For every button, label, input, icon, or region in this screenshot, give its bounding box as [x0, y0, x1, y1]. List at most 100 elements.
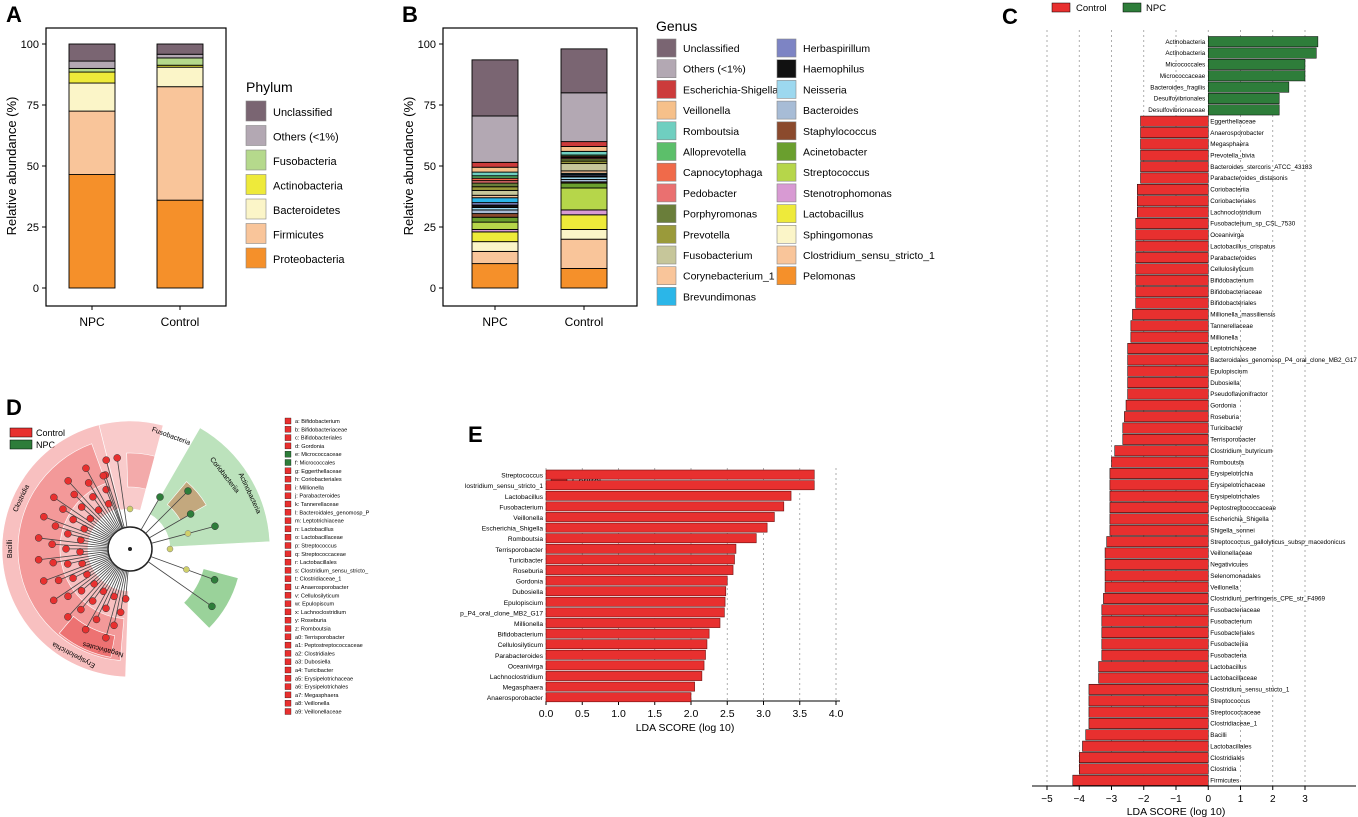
key-label: w: Epulopiscum	[294, 602, 335, 608]
lda-bar	[545, 596, 726, 607]
clade-node	[78, 559, 86, 568]
bar-segment-clostridium-sensu-stricto-1	[560, 238, 608, 269]
clade-node	[110, 621, 118, 630]
clade-branch	[102, 475, 123, 529]
x-tick-label: 3	[1302, 794, 1308, 805]
key-swatch	[284, 542, 292, 549]
legend-swatch	[656, 38, 677, 58]
clade-branch	[145, 490, 189, 534]
clade-branch	[80, 565, 117, 610]
legend-label: Others (<1%)	[683, 64, 746, 76]
clade-node	[82, 464, 90, 472]
lda-bar-label: Pseudoflavonifractor	[1210, 391, 1267, 398]
clade-branch	[55, 525, 110, 543]
legend-label: Unclassified	[683, 43, 740, 55]
x-tick-label: 0.5	[575, 708, 590, 720]
legend-label: Bacteroides	[803, 105, 858, 117]
clade-node	[121, 595, 130, 603]
lda-bar-label: Oceanivirga	[1210, 232, 1244, 239]
lda-bar-label: Clostridiales	[1210, 755, 1244, 762]
legend-swatch-control	[1051, 2, 1071, 13]
lda-bar	[1109, 502, 1209, 514]
lda-bar	[1082, 740, 1209, 752]
legend-swatch	[245, 125, 267, 146]
lda-bar	[1140, 115, 1209, 127]
clade-sector-erysipelotrichia	[58, 615, 116, 658]
x-tick-label: Control	[161, 315, 200, 329]
legend-swatch	[776, 225, 797, 244]
key-label: v: Cellulosilyticum	[295, 593, 340, 599]
x-tick-label: −1	[1170, 794, 1182, 805]
lda-bar	[1101, 604, 1209, 616]
x-tick-label: NPC	[482, 315, 508, 329]
clade-root	[128, 547, 132, 551]
legend-swatch	[656, 245, 677, 265]
legend-swatch	[656, 287, 677, 306]
legend-swatch-npc	[1122, 2, 1142, 13]
clade-node	[184, 487, 192, 495]
bar-segment-sphingomonas	[471, 241, 519, 252]
legend-label: Prevotella	[683, 229, 730, 241]
clade-branch	[140, 496, 161, 531]
clade-branch	[58, 557, 111, 581]
clade-node	[102, 634, 110, 642]
clade-node	[77, 605, 85, 614]
lda-bar	[545, 618, 721, 628]
key-label: e: Micrococcaceae	[295, 452, 342, 458]
lda-bar	[1072, 774, 1209, 786]
clade-branch	[113, 569, 124, 597]
key-label: a9: Veillonellaceae	[295, 710, 342, 716]
key-label: a2: Clostridiales	[295, 651, 335, 657]
clade-branch	[105, 489, 123, 529]
clade-branch	[105, 570, 125, 638]
lda-bar-label: Streptococcus	[501, 473, 543, 480]
lda-bar	[545, 501, 785, 512]
clade-branch	[116, 457, 128, 528]
clade-node-neutral	[183, 566, 190, 573]
clade-branch	[102, 567, 119, 592]
lda-bar-label: Lachnoclostridium	[1210, 209, 1261, 216]
lda-bar-label: Veillonella	[513, 515, 543, 522]
lda-bar-label: Lactobacillus	[1210, 664, 1246, 671]
lda-bar	[1137, 206, 1209, 218]
lda-bar-label: Lactobacillus_crispatus	[1210, 243, 1275, 250]
key-label: z: Romboutsia	[295, 627, 332, 633]
lda-bar-label: Bifidobacterium	[1210, 278, 1253, 285]
y-tick-label: 25	[27, 222, 39, 234]
lda-bar-label: Bacteroides_fragilis	[1150, 84, 1205, 91]
key-swatch	[284, 650, 292, 657]
key-label: t: Clostridiaceae_1	[295, 577, 341, 583]
x-axis-label: LDA SCORE (log 10)	[636, 722, 735, 734]
legend-swatch	[656, 162, 677, 182]
lda-bar-label: Coriobacteriia	[1210, 187, 1249, 194]
key-swatch	[284, 525, 292, 533]
lda-bar	[1098, 661, 1209, 673]
clade-branch	[90, 518, 113, 536]
lda-bar	[1088, 683, 1209, 695]
lda-bar	[1079, 763, 1209, 775]
clade-node	[34, 555, 43, 564]
legend-swatch	[245, 149, 267, 171]
clade-branch	[43, 556, 110, 582]
lda-bar-label: Bifidobacteriaceae	[1210, 289, 1262, 296]
y-tick-label: 100	[21, 39, 39, 51]
bar-segment-staphylococcus	[471, 213, 519, 218]
lda-bar	[545, 692, 692, 703]
lda-bar-label: Leptotrichiaceae	[1210, 346, 1257, 353]
key-label: a5: Erysipelotrichaceae	[295, 676, 353, 682]
clade-node	[77, 587, 86, 595]
lda-bar-label: Fusobacteriia	[1210, 641, 1248, 648]
lda-bar-label: Streptococcus	[1210, 698, 1250, 705]
clade-branch	[92, 566, 118, 602]
key-label: a3: Dubosiella	[295, 660, 331, 666]
bar-segment-unclassified	[68, 43, 116, 62]
legend-label: Others (<1%)	[273, 132, 339, 144]
lda-bar-label: Actinobacteria	[1165, 50, 1205, 57]
lda-bar	[1109, 513, 1209, 525]
key-label: o: Lactobacillaceae	[295, 535, 343, 541]
lda-bar-label: Clostridium_perfringens_CPE_str_F4969	[1210, 596, 1325, 603]
legend-swatch	[656, 225, 677, 244]
clade-branch	[104, 474, 124, 529]
lda-bar-label: Epulopiscium	[1210, 368, 1247, 375]
panel-label-c: C	[1002, 4, 1018, 29]
